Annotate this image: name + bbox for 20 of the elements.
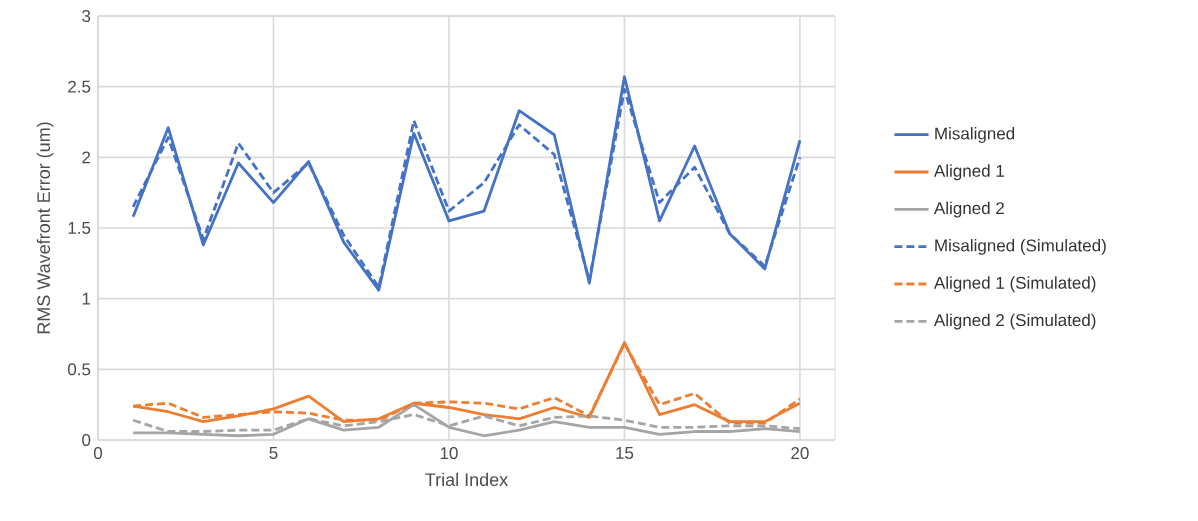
legend-label: Aligned 1 xyxy=(933,164,1004,181)
x-tick-label: 20 xyxy=(791,447,809,460)
y-tick-label: 0.5 xyxy=(67,363,91,376)
x-tick-label: 5 xyxy=(269,447,278,459)
y-tick-label: 2.5 xyxy=(68,80,91,93)
x-axis-title: Trial Index xyxy=(425,472,508,487)
legend-label: Misaligned xyxy=(935,127,1015,143)
legend-label: Misaligned (Simulated) xyxy=(935,238,1106,255)
legend-label: Aligned 1 (Simulated) xyxy=(933,276,1096,293)
x-tick-label: 0 xyxy=(93,447,103,460)
y-tick-label: 0 xyxy=(82,434,91,447)
y-tick-label: 1.5 xyxy=(68,222,91,234)
y-tick-label: 3 xyxy=(82,10,91,23)
legend-label: Aligned 2 xyxy=(933,201,1004,218)
x-tick-label: 10 xyxy=(440,447,458,460)
y-axis-title: RMS Wavefront Error (um) xyxy=(36,122,54,334)
x-tick-label: 15 xyxy=(616,447,634,459)
y-tick-label: 2 xyxy=(82,151,91,164)
y-tick-label: 1 xyxy=(82,292,91,305)
legend-label: Aligned 2 (Simulated) xyxy=(933,313,1096,330)
